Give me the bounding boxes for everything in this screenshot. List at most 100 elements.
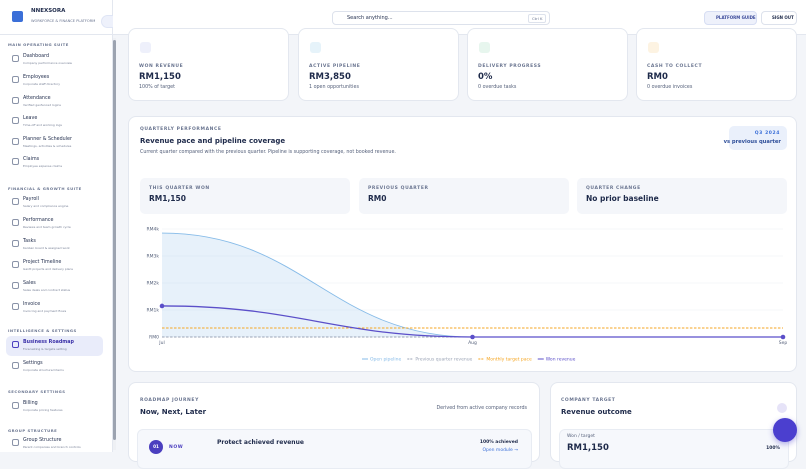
card-icon [140, 42, 151, 53]
nav-icon[interactable] [12, 198, 19, 205]
nav-sub: Company performance overview [23, 61, 72, 65]
panel-title: Revenue outcome [561, 408, 632, 416]
y-tick-label: RM2k [147, 281, 160, 287]
nav-sub: Salary and compliance engine [23, 204, 69, 208]
stat-card [128, 28, 289, 101]
panel-title: Revenue pace and pipeline coverage [140, 137, 286, 145]
step-status: 100% achieved [479, 440, 518, 445]
nav-icon[interactable] [12, 240, 19, 247]
step-link[interactable]: Open module → [482, 448, 518, 453]
logo [12, 11, 23, 22]
nav-sub: Corporate structured items [23, 368, 64, 372]
step-title: Protect achieved revenue [217, 439, 304, 446]
section-label: FINANCIAL & GROWTH SUITE [8, 186, 82, 191]
target-icon [777, 403, 787, 413]
badge-bottom: vs previous quarter [723, 139, 781, 145]
nav-title[interactable]: Performance [23, 218, 54, 223]
signout-label: SIGN OUT [772, 15, 794, 20]
card-value: RM0 [647, 72, 668, 82]
legend-label: Won revenue [546, 357, 576, 363]
nav-icon[interactable] [12, 439, 19, 446]
nav-title[interactable]: Attendance [23, 96, 51, 101]
nav-sub: Kanban board & assigned work [23, 246, 70, 250]
tagline: WORKFORCE & FINANCE PLATFORM [31, 19, 96, 23]
y-tick-label: RM0 [149, 335, 159, 341]
eyebrow: QUARTERLY PERFORMANCE [140, 127, 222, 132]
card-icon [648, 42, 659, 53]
nav-icon[interactable] [12, 261, 19, 268]
assistant-button[interactable] [773, 418, 797, 442]
search-placeholder: Search anything... [347, 15, 393, 21]
nav-icon[interactable] [12, 158, 19, 165]
nav-title[interactable]: Dashboard [23, 54, 50, 59]
card-value: RM1,150 [139, 72, 181, 82]
panel-description: Current quarter compared with the previo… [140, 150, 396, 155]
stat-value: RM1,150 [149, 194, 186, 203]
area [162, 233, 783, 337]
section-label: MAIN OPERATING SUITE [8, 42, 69, 47]
badge [729, 126, 787, 150]
stat-card [636, 28, 797, 101]
legend-label: Monthly target pace [486, 357, 532, 363]
nav-sub: Time-off and working logs [23, 123, 62, 127]
nav-icon[interactable] [12, 341, 19, 348]
nav-icon[interactable] [12, 117, 19, 124]
nav-icon[interactable] [12, 97, 19, 104]
card-sub: 0 overdue invoices [647, 85, 693, 90]
card-icon [479, 42, 490, 53]
nav-title[interactable]: Invoice [23, 302, 41, 307]
x-tick-label: Aug [468, 340, 477, 346]
target-label: Won / target [567, 434, 595, 439]
nav-title[interactable]: Leave [23, 116, 38, 121]
nav-title[interactable]: Claims [23, 157, 40, 162]
card-label: DELIVERY PROGRESS [478, 64, 542, 69]
section-label: INTELLIGENCE & SETTINGS [8, 328, 77, 333]
nav-title[interactable]: Employees [23, 75, 50, 80]
guide-label: PLATFORM GUIDE [716, 15, 756, 20]
nav-icon[interactable] [12, 219, 19, 226]
nav-icon[interactable] [12, 282, 19, 289]
card-sub: 100% of target [139, 85, 175, 90]
nav-icon[interactable] [12, 76, 19, 83]
nav-sub: Reviews and team growth cycle [23, 225, 71, 229]
nav-sub: Sales deals and contract status [23, 288, 71, 292]
x-tick-label: Jul [158, 340, 164, 346]
quarterly-panel: QUARTERLY PERFORMANCE Revenue pace and p… [128, 116, 797, 372]
brand: NNEXSORA [31, 8, 66, 14]
nav-active [6, 336, 103, 356]
nav-title[interactable]: Project Timeline [23, 260, 62, 265]
stat-card [467, 28, 628, 101]
card-label: CASH TO COLLECT [647, 64, 703, 69]
nav-icon[interactable] [12, 303, 19, 310]
nav-title[interactable]: Settings [23, 361, 43, 366]
divider [0, 34, 113, 35]
nav-icon[interactable] [12, 138, 19, 145]
nav-title[interactable]: Payroll [23, 197, 39, 202]
nav-sub: Forecasting & targets setting [23, 347, 67, 351]
scroll-thumb[interactable] [113, 40, 116, 440]
signout-button[interactable] [761, 11, 797, 25]
nav-icon[interactable] [12, 55, 19, 62]
nav-title[interactable]: Tasks [23, 239, 36, 244]
legend-label: Open pipeline [370, 357, 402, 363]
search-box[interactable] [332, 11, 550, 25]
nav-title[interactable]: Sales [23, 281, 36, 286]
nav-sub: Verified geofenced logins [23, 103, 61, 107]
panel-title: Now, Next, Later [140, 408, 207, 416]
nav-title[interactable]: Billing [23, 401, 38, 406]
shortcut: Ctrl K [528, 14, 547, 23]
guide-button[interactable] [704, 11, 757, 25]
stat-box [359, 178, 569, 214]
stat-label: PREVIOUS QUARTER [368, 186, 429, 191]
nav-icon[interactable] [12, 402, 19, 409]
step-phase: NOW [169, 445, 184, 450]
card-value: 0% [478, 72, 493, 82]
nav-sub: Meetings, activities & schedules [23, 144, 72, 148]
nav-title[interactable]: Planner & Scheduler [23, 137, 72, 142]
nav-title[interactable]: Group Structure [23, 438, 62, 443]
nav-title[interactable]: Business Roadmap [23, 340, 74, 345]
eyebrow: COMPANY TARGET [561, 398, 616, 403]
nav-icon[interactable] [12, 362, 19, 369]
chart: RM0 RM1k RM2k RM3k RM4k Jul Aug Sep Open pipelin… [147, 227, 788, 363]
roadmap-panel: ROADMAP JOURNEY Now, Next, Later Derived… [128, 382, 540, 469]
